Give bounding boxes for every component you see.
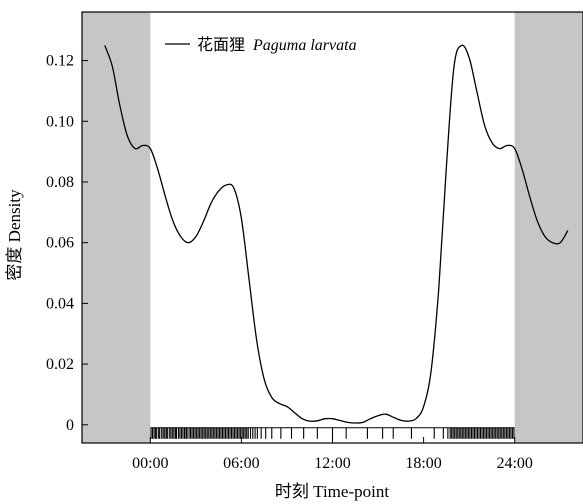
x-tick-label-4: 24:00 [496,455,532,472]
detection-rug [150,427,515,439]
y-tick-label-2: 0.04 [46,295,74,312]
night-shading [82,12,583,443]
y-tick-label-6: 0.12 [46,53,74,70]
density-line [104,44,569,424]
y-tick-label-3: 0.06 [46,235,74,252]
y-axis-ticks: 0 0.02 0.04 0.06 0.08 0.10 0.12 [46,53,88,434]
plot-frame [81,11,583,444]
shaded-region-0 [82,12,151,443]
x-tick-label-0: 00:00 [132,455,168,472]
shaded-region-1 [514,12,583,443]
density-series [104,44,569,424]
y-tick-label-5: 0.10 [46,113,74,130]
x-tick-label-2: 12:00 [314,455,350,472]
x-tick-label-3: 18:00 [405,455,441,472]
x-axis-label: 时刻 Time-point [275,482,389,501]
y-tick-label-0: 0 [66,417,74,434]
x-tick-label-1: 06:00 [223,455,259,472]
legend-label-cn: 花面狸 [197,36,245,54]
legend: 花面狸 Paguma larvata [165,36,357,54]
y-axis-label: 密度 Density [5,189,24,281]
legend-label-latin: Paguma larvata [252,37,357,54]
x-axis-ticks: 00:00 06:00 12:00 18:00 24:00 [132,437,533,472]
legend-label: 花面狸 Paguma larvata [197,36,357,54]
y-tick-label-4: 0.08 [46,174,74,191]
y-tick-label-1: 0.02 [46,356,74,373]
